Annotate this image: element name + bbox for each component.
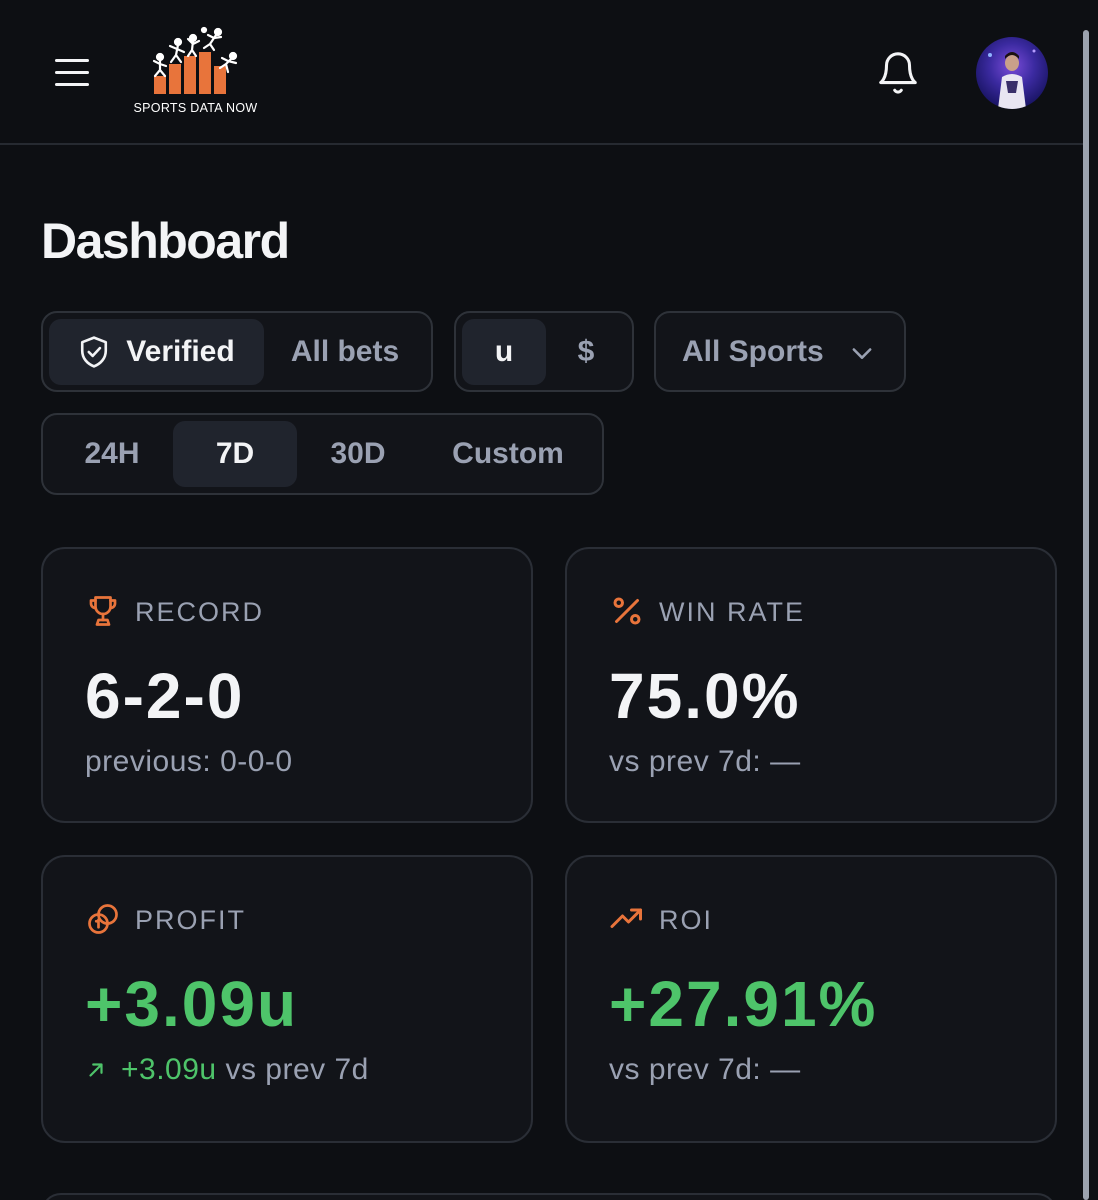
arrow-up-right-icon: [85, 1055, 107, 1089]
record-value: 6-2-0: [85, 660, 245, 732]
period-custom-label: Custom: [452, 437, 564, 470]
verification-toggle: Verified All bets: [41, 311, 433, 392]
win-rate-label: WIN RATE: [659, 597, 805, 627]
record-label: RECORD: [135, 597, 265, 627]
avatar[interactable]: [976, 37, 1048, 109]
win-rate-value: 75.0%: [609, 660, 801, 732]
units-dollar-tab[interactable]: $: [546, 319, 626, 385]
period-7d-label: 7D: [215, 437, 255, 470]
units-toggle: u $: [454, 311, 634, 392]
roi-comparison: vs prev 7d: —: [609, 1053, 801, 1086]
profit-delta: +3.09u: [121, 1053, 217, 1086]
period-30d-label: 30D: [330, 437, 386, 470]
trend-up-icon: [609, 901, 645, 937]
next-card-partial: [41, 1193, 1057, 1200]
period-custom-tab[interactable]: Custom: [419, 421, 597, 487]
page-title: Dashboard: [41, 213, 290, 269]
profit-card: PROFIT +3.09u +3.09u vs prev 7d: [41, 855, 533, 1143]
roi-card: ROI +27.91% vs prev 7d: —: [565, 855, 1057, 1143]
chevron-down-icon: [848, 339, 876, 375]
record-previous: previous: 0-0-0: [85, 745, 293, 778]
profit-label: PROFIT: [135, 905, 246, 935]
coins-icon: [85, 901, 121, 937]
roi-value: +27.91%: [609, 968, 878, 1040]
logo-mark: [152, 26, 238, 94]
units-u-tab[interactable]: u: [462, 319, 546, 385]
win-rate-card: WIN RATE 75.0% vs prev 7d: —: [565, 547, 1057, 823]
profit-value: +3.09u: [85, 968, 299, 1040]
verified-label: Verified: [126, 335, 235, 368]
period-30d-tab[interactable]: 30D: [297, 421, 419, 487]
period-7d-tab[interactable]: 7D: [173, 421, 297, 487]
logo[interactable]: SPORTS DATA NOW: [128, 26, 263, 121]
all-bets-tab[interactable]: All bets: [267, 319, 423, 385]
win-rate-comparison: vs prev 7d: —: [609, 745, 801, 778]
top-header: SPORTS DATA NOW: [0, 0, 1086, 145]
menu-icon[interactable]: [50, 50, 94, 94]
all-bets-label: All bets: [290, 335, 400, 368]
period-24h-tab[interactable]: 24H: [51, 421, 173, 487]
sport-select[interactable]: All Sports: [654, 311, 906, 392]
logo-text: SPORTS DATA NOW: [133, 101, 258, 115]
scrollbar-thumb[interactable]: [1083, 30, 1089, 1200]
units-u-label: u: [494, 335, 514, 368]
profit-comparison: +3.09u vs prev 7d: [85, 1053, 369, 1089]
units-dollar-label: $: [577, 335, 595, 368]
shield-check-icon: [78, 335, 110, 369]
record-card: RECORD 6-2-0 previous: 0-0-0: [41, 547, 533, 823]
period-24h-label: 24H: [84, 437, 140, 470]
percent-icon: [609, 593, 645, 629]
bell-icon[interactable]: [875, 50, 921, 96]
verified-tab[interactable]: Verified: [49, 319, 264, 385]
sport-select-label: All Sports: [682, 334, 824, 368]
roi-label: ROI: [659, 905, 714, 935]
profit-comparison-text: vs prev 7d: [225, 1053, 369, 1086]
period-toggle: 24H 7D 30D Custom: [41, 413, 604, 495]
scrollbar-track: [1086, 0, 1098, 1200]
trophy-icon: [85, 593, 121, 629]
